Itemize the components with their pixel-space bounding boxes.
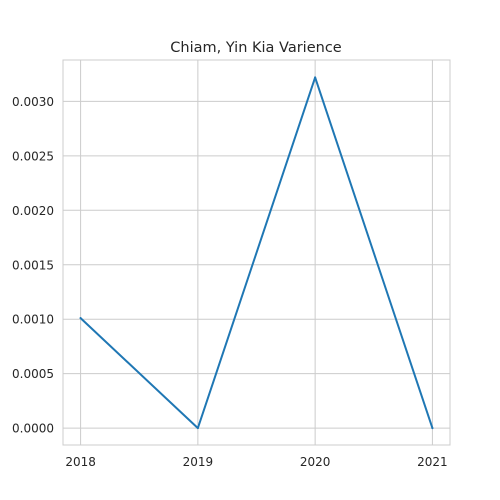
- y-tick-label: 0.0010: [12, 313, 54, 327]
- y-tick-label: 0.0020: [12, 204, 54, 218]
- chart-title: Chiam, Yin Kia Varience: [170, 40, 342, 56]
- plot-frame: [62, 59, 451, 446]
- x-tick-label: 2020: [300, 455, 331, 469]
- y-tick-label: 0.0015: [12, 258, 54, 272]
- grid: [63, 60, 450, 445]
- y-tick-label: 0.0030: [12, 95, 54, 109]
- series-line: [79, 76, 434, 430]
- y-axis-ticks: 0.0000 0.0005 0.0010 0.0015 0.0020 0.0025 0.00…: [12, 95, 54, 436]
- data-point: [314, 76, 317, 79]
- data-point: [431, 427, 434, 430]
- y-tick-label: 0.0005: [12, 367, 54, 381]
- x-tick-label: 2019: [183, 455, 214, 469]
- y-tick-label: 0.0025: [12, 149, 54, 163]
- data-point: [79, 317, 82, 320]
- data-point: [196, 427, 199, 430]
- points-layer: [79, 76, 434, 430]
- x-tick-label: 2021: [417, 455, 448, 469]
- series-layer: [79, 76, 434, 430]
- y-tick-label: 0.0000: [12, 422, 54, 436]
- x-tick-label: 2018: [65, 455, 96, 469]
- x-axis-ticks: 2018 2019 2020 2021: [65, 455, 447, 469]
